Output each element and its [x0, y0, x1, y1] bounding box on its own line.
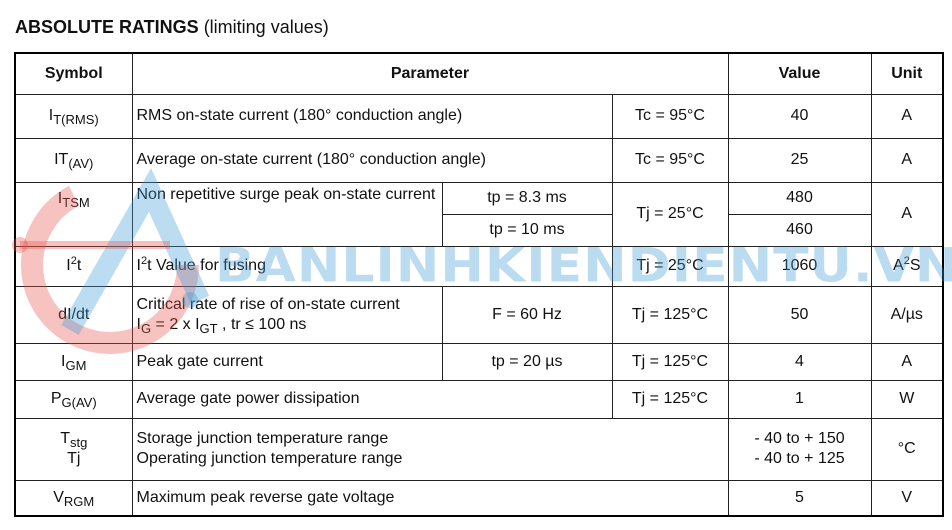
value: 40: [727, 93, 872, 139]
table-row: VRGM Maximum peak reverse gate voltage 5…: [14, 479, 944, 517]
unit: V: [870, 479, 944, 517]
condition: tp = 8.3 ms: [441, 181, 613, 215]
parameter: Non repetitive surge peak on-state curre…: [131, 181, 443, 247]
symbol: IGM: [14, 342, 133, 381]
parameter: Average on-state current (180° conductio…: [131, 137, 613, 183]
value: 5: [727, 479, 872, 517]
condition: Tj = 25°C: [611, 245, 729, 287]
condition: tp = 10 ms: [441, 213, 613, 247]
table-row: IGM Peak gate current tp = 20 µs Tj = 12…: [14, 342, 944, 381]
symbol: Tstg Tj: [14, 417, 133, 481]
value: 50: [727, 285, 872, 344]
unit: °C: [870, 417, 944, 481]
parameter: Storage junction temperature range Operat…: [131, 417, 729, 481]
watermark-text: BANLINHKIENDIENTU.VN: [215, 239, 952, 293]
absolute-ratings-table: Symbol Parameter Value Unit IT(RMS) RMS …: [14, 52, 944, 517]
condition: Tj = 25°C: [611, 181, 729, 247]
parameter: Average gate power dissipation: [131, 379, 613, 419]
condition: tp = 20 µs: [441, 342, 613, 381]
table-row: IT(AV) Average on-state current (180° co…: [14, 137, 944, 183]
value: - 40 to + 150- 40 to + 125: [727, 417, 872, 481]
condition: Tj = 125°C: [611, 342, 729, 381]
symbol: I2t: [14, 245, 133, 287]
table-row: ITSM Non repetitive surge peak on-state …: [14, 181, 944, 247]
section-title: ABSOLUTE RATINGS (limiting values): [15, 17, 329, 37]
condition: Tj = 125°C: [611, 379, 729, 419]
header-parameter: Parameter: [131, 52, 729, 95]
condition: Tc = 95°C: [611, 93, 729, 139]
symbol: IT(RMS): [14, 93, 133, 139]
condition: Tj = 125°C: [611, 285, 729, 344]
parameter: Critical rate of rise of on-state curren…: [131, 285, 443, 344]
header-unit: Unit: [870, 52, 944, 95]
value: 460: [727, 213, 872, 247]
unit: A: [870, 181, 944, 247]
unit: A: [870, 93, 944, 139]
symbol: dI/dt: [14, 285, 133, 344]
value: 4: [727, 342, 872, 381]
symbol: VRGM: [14, 479, 133, 517]
table-row: tp = 10 ms 460: [15, 213, 943, 247]
symbol: ITSM: [14, 181, 133, 247]
parameter: Maximum peak reverse gate voltage: [131, 479, 729, 517]
symbol: PG(AV): [14, 379, 133, 419]
value: 25: [727, 137, 872, 183]
unit: W: [870, 379, 944, 419]
table-row: IT(RMS) RMS on-state current (180° condu…: [14, 93, 944, 139]
table-row: Tstg Tj Storage junction temperature rang…: [14, 417, 944, 481]
table-row: PG(AV) Average gate power dissipation Tj…: [14, 379, 944, 419]
table-row: dI/dt Critical rate of rise of on-state …: [14, 285, 944, 344]
unit: A/µs: [870, 285, 944, 344]
parameter: Peak gate current: [131, 342, 443, 381]
unit: A: [870, 137, 944, 183]
value: 1: [727, 379, 872, 419]
condition: F = 60 Hz: [441, 285, 613, 344]
unit: A: [870, 342, 944, 381]
unit: A2S: [870, 245, 944, 287]
value: 1060: [727, 245, 872, 287]
value: 480: [727, 181, 872, 215]
header-row: Symbol Parameter Value Unit: [14, 52, 944, 95]
parameter: RMS on-state current (180° conduction an…: [131, 93, 613, 139]
condition: Tc = 95°C: [611, 137, 729, 183]
header-value: Value: [727, 52, 872, 95]
symbol: IT(AV): [14, 137, 133, 183]
header-symbol: Symbol: [14, 52, 133, 95]
